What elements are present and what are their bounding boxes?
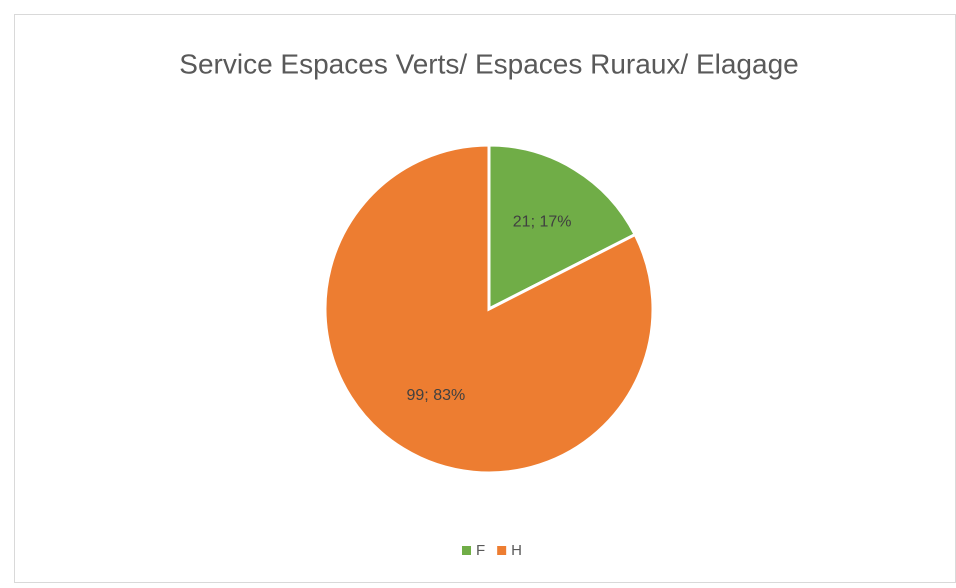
data-label: 21; 17% (513, 214, 572, 231)
data-label: 99; 83% (407, 387, 466, 404)
legend-label: H (511, 542, 522, 559)
legend-swatch (462, 546, 471, 555)
pie-slice (487, 143, 638, 312)
pie-slice (323, 143, 655, 475)
legend-swatch (497, 546, 507, 555)
chart-title: Service Espaces Verts/ Espaces Ruraux/ E… (179, 48, 798, 79)
legend-label: F (476, 542, 485, 559)
